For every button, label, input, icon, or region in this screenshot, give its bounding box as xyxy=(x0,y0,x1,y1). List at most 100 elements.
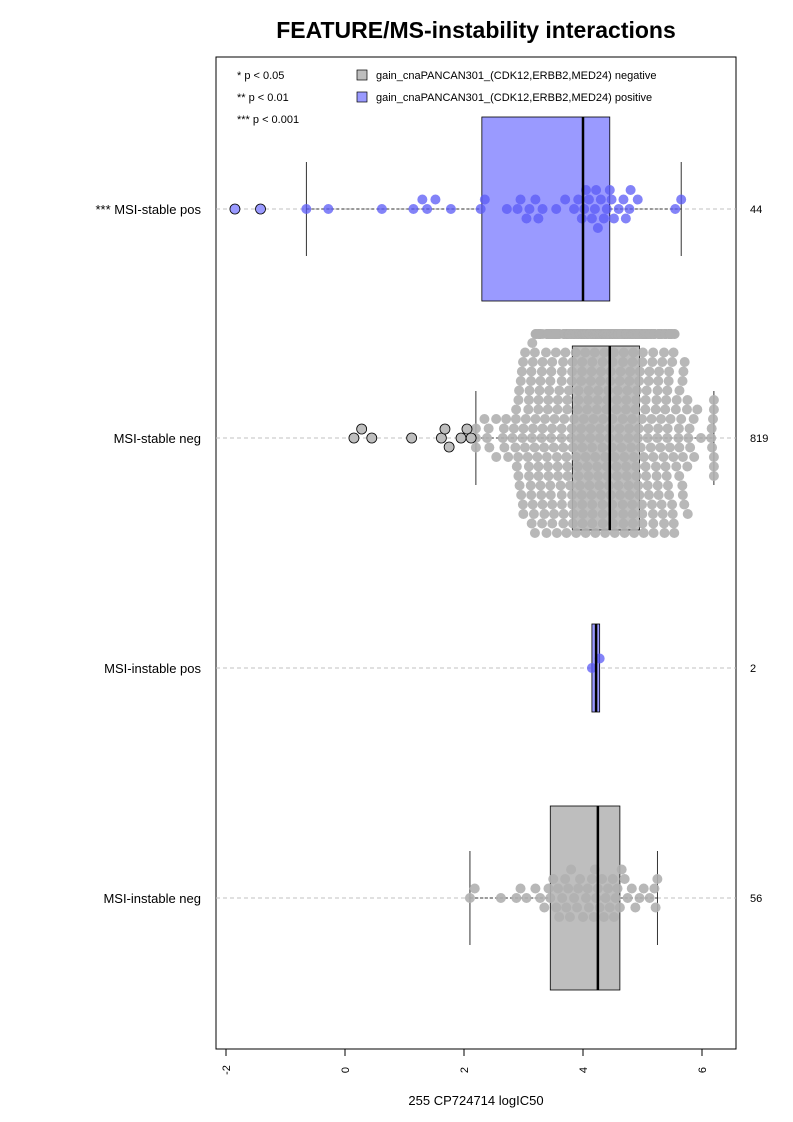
x-axis: -2 0 2 4 6 xyxy=(221,1048,709,1075)
data-point xyxy=(551,902,562,913)
data-point xyxy=(523,404,534,415)
data-point xyxy=(577,518,588,529)
x-tick-label: -2 xyxy=(221,1065,233,1075)
data-point xyxy=(591,893,602,903)
data-point xyxy=(573,471,584,481)
data-point xyxy=(708,452,719,462)
data-point xyxy=(422,204,433,214)
outlier-point xyxy=(435,432,447,444)
data-point xyxy=(522,452,533,462)
data-point xyxy=(595,423,606,434)
x-tick-label: 2 xyxy=(459,1067,471,1073)
data-point xyxy=(573,395,584,405)
data-point xyxy=(515,194,526,205)
data-point xyxy=(616,442,627,453)
data-point xyxy=(682,509,693,519)
data-point xyxy=(652,480,663,491)
data-point xyxy=(517,433,528,443)
data-point xyxy=(664,490,675,500)
data-point xyxy=(607,874,618,884)
data-point xyxy=(587,509,598,519)
data-point xyxy=(376,204,387,214)
data-point xyxy=(536,366,547,377)
data-point xyxy=(491,452,502,462)
data-point xyxy=(521,893,532,903)
data-point xyxy=(618,357,629,367)
data-point xyxy=(625,366,636,377)
data-point xyxy=(479,414,490,424)
data-point xyxy=(526,433,537,443)
data-point xyxy=(580,452,591,462)
data-point xyxy=(606,194,617,205)
data-point xyxy=(580,347,591,358)
data-point xyxy=(566,376,577,386)
data-point xyxy=(516,490,527,500)
data-point xyxy=(658,452,669,462)
data-point xyxy=(602,471,613,481)
data-point xyxy=(619,452,630,462)
data-point xyxy=(586,213,597,224)
legend-swatch-negative xyxy=(356,69,368,81)
data-point xyxy=(556,433,567,443)
data-point xyxy=(469,883,480,894)
data-point xyxy=(608,912,619,922)
data-point xyxy=(648,528,659,538)
data-point xyxy=(417,194,428,205)
data-point xyxy=(612,883,623,894)
data-point xyxy=(566,423,577,434)
data-point xyxy=(615,366,626,377)
data-point xyxy=(620,213,631,224)
data-point xyxy=(652,874,663,884)
data-point xyxy=(545,376,556,386)
data-point xyxy=(683,433,694,443)
outlier-point xyxy=(348,432,360,444)
data-point xyxy=(470,442,481,453)
data-point xyxy=(539,509,550,519)
data-point xyxy=(514,385,525,396)
data-point xyxy=(491,414,502,424)
data-point xyxy=(612,471,623,481)
data-point xyxy=(627,357,638,367)
data-point xyxy=(609,452,620,462)
outlier-point xyxy=(406,432,418,444)
data-point xyxy=(584,480,595,491)
data-point xyxy=(617,499,628,510)
data-point xyxy=(706,423,717,434)
data-point xyxy=(537,357,548,367)
data-point xyxy=(592,461,603,472)
data-point xyxy=(594,902,605,913)
data-point xyxy=(558,357,569,367)
data-point xyxy=(549,509,560,519)
data-point xyxy=(589,204,600,214)
data-point xyxy=(651,471,662,481)
data-point xyxy=(501,414,512,424)
data-points xyxy=(229,117,719,990)
data-point xyxy=(652,385,663,396)
data-point xyxy=(528,509,539,519)
data-point xyxy=(611,404,622,415)
data-point xyxy=(637,347,648,358)
data-point xyxy=(582,404,593,415)
data-point xyxy=(643,423,654,434)
data-point xyxy=(563,385,574,396)
data-point xyxy=(586,366,597,377)
data-point xyxy=(637,518,648,529)
data-point xyxy=(591,404,602,415)
data-point xyxy=(591,185,602,195)
data-point xyxy=(646,499,657,510)
data-point xyxy=(636,414,647,424)
outlier-point xyxy=(465,432,477,444)
data-point xyxy=(640,404,651,415)
legend-label-negative: gain_cnaPANCAN301_(CDK12,ERBB2,MED24) ne… xyxy=(376,70,656,82)
data-point xyxy=(550,347,561,358)
row-guides xyxy=(216,208,736,899)
x-axis-label: 255 CP724714 logIC50 xyxy=(408,1093,543,1108)
data-point xyxy=(548,874,559,884)
plot-area xyxy=(215,56,737,1050)
data-point xyxy=(597,357,608,367)
data-point xyxy=(554,912,565,922)
data-point xyxy=(517,499,528,510)
data-point xyxy=(667,357,678,367)
data-point xyxy=(539,442,550,453)
